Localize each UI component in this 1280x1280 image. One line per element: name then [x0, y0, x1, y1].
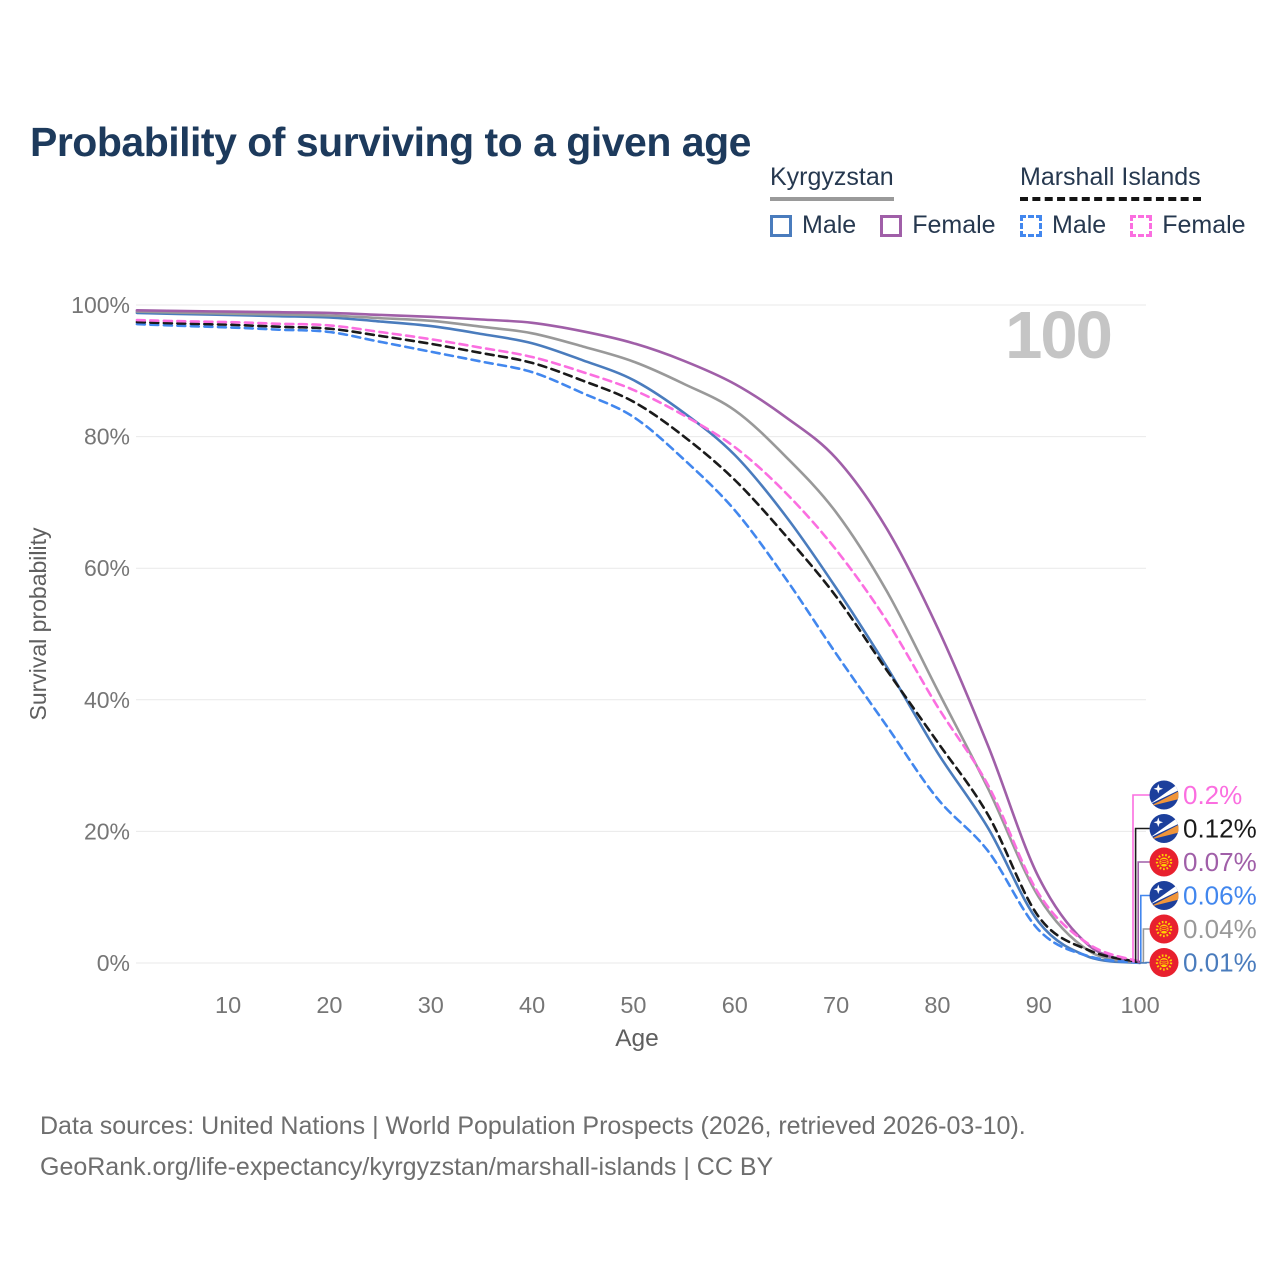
legend-swatch-marshall-islands-female[interactable] [1130, 214, 1153, 237]
x-tick-label: 10 [215, 992, 241, 1018]
legend-header-kyrgyzstan: Kyrgyzstan [770, 163, 894, 201]
legend-label-kyrgyzstan-female[interactable]: Female [912, 211, 996, 239]
footer-url: GeoRank.org/life-expectancy/kyrgyzstan/m… [40, 1153, 774, 1181]
kyrgyzstan-flag-icon [1149, 948, 1179, 977]
y-tick-label: 100% [71, 292, 130, 318]
series-line-kg_female[interactable] [135, 309, 1142, 964]
y-tick-label: 80% [84, 424, 130, 450]
y-tick-label: 60% [84, 555, 130, 581]
kyrgyzstan-flag-icon [1149, 914, 1179, 944]
x-tick-label: 60 [722, 992, 748, 1018]
legend-swatch-kyrgyzstan-female[interactable] [880, 214, 903, 237]
x-axis-title: Age [615, 1025, 659, 1052]
end-label-connector-kg_female [1137, 861, 1150, 964]
series-line-mi_male[interactable] [135, 322, 1142, 964]
legend-swatch-marshall-islands-male[interactable] [1020, 214, 1042, 237]
legend-label-kyrgyzstan-male[interactable]: Male [802, 211, 857, 239]
y-tick-label: 20% [84, 818, 130, 844]
footer: Data sources: United Nations | World Pop… [40, 1106, 1026, 1188]
series-line-kg_all[interactable] [135, 310, 1142, 964]
legend: Kyrgyzstan Male Female Marshall Islands … [0, 163, 1280, 253]
x-tick-label: 80 [924, 992, 950, 1018]
y-tick-label: 40% [84, 687, 130, 713]
watermark-100: 100 [1005, 298, 1111, 373]
series-line-kg_male[interactable] [135, 311, 1142, 965]
end-label-value-kg_all: 0.04% [1183, 914, 1257, 944]
x-tick-label: 30 [418, 992, 444, 1018]
legend-swatch-kyrgyzstan-male[interactable] [770, 214, 792, 237]
marshall-islands-flag-icon [1149, 881, 1179, 910]
kyrgyzstan-flag-icon [1149, 847, 1179, 877]
x-tick-label: 50 [620, 992, 646, 1018]
legend-label-marshall-islands-male[interactable]: Male [1052, 211, 1107, 239]
end-label-value-mi_male: 0.06% [1183, 881, 1257, 911]
end-label-value-kg_male: 0.01% [1183, 948, 1257, 978]
series-line-mi_all[interactable] [135, 320, 1142, 964]
x-tick-label: 40 [519, 992, 545, 1018]
footer-data-sources: Data sources: United Nations | World Pop… [40, 1112, 1026, 1140]
end-label-value-mi_female: 0.2% [1183, 780, 1242, 810]
legend-items-marshall-islands: Male Female [1020, 211, 1260, 240]
y-axis-title: Survival probability [25, 527, 51, 721]
x-tick-label: 70 [823, 992, 849, 1018]
page-title: Probability of surviving to a given age [30, 119, 751, 166]
legend-group-kyrgyzstan: Kyrgyzstan Male Female [770, 163, 1010, 240]
marshall-islands-flag-icon [1149, 780, 1179, 810]
legend-header-marshall-islands: Marshall Islands [1020, 163, 1201, 201]
marshall-islands-flag-icon [1149, 814, 1179, 843]
legend-items-kyrgyzstan: Male Female [770, 211, 1010, 240]
end-label-value-mi_all: 0.12% [1183, 814, 1257, 844]
end-label-value-kg_female: 0.07% [1183, 847, 1257, 877]
x-tick-label: 90 [1026, 992, 1052, 1018]
legend-label-marshall-islands-female[interactable]: Female [1162, 211, 1246, 239]
x-tick-label: 20 [316, 992, 342, 1018]
y-tick-label: 0% [97, 950, 130, 976]
legend-group-marshall-islands: Marshall Islands Male Female [1020, 163, 1260, 240]
series-line-mi_female[interactable] [135, 318, 1142, 963]
x-tick-label: 100 [1120, 992, 1159, 1018]
